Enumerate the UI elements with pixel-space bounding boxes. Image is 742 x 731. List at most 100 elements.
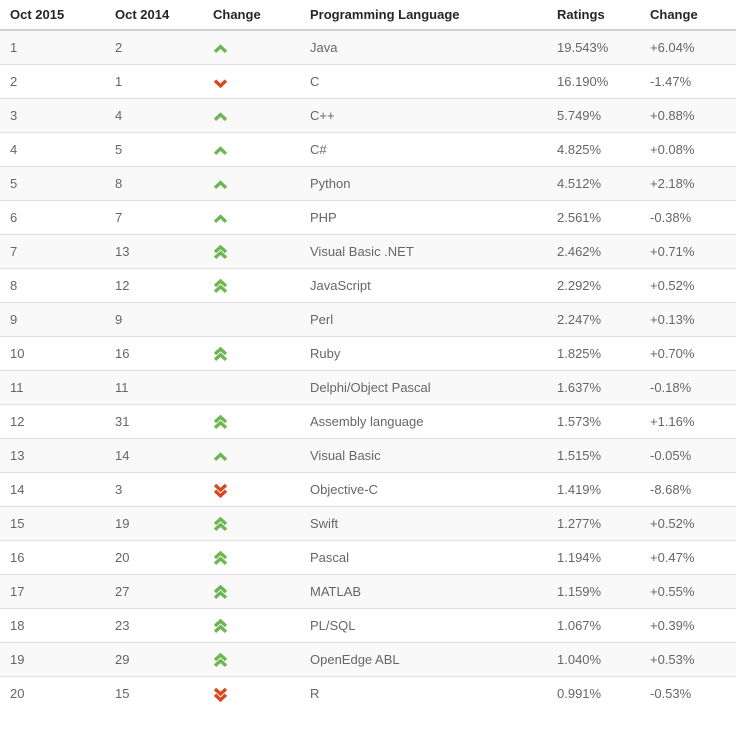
table-row: 2 1 C 16.190% -1.47% bbox=[0, 64, 736, 99]
table-row: 8 12 JavaScript 2.292% +0.52% bbox=[0, 268, 736, 303]
language-name-cell: Visual Basic bbox=[300, 438, 547, 473]
ratings-change-cell: +0.70% bbox=[640, 336, 736, 371]
language-name-cell: C bbox=[300, 64, 547, 99]
table-row: 3 4 C++ 5.749% +0.88% bbox=[0, 98, 736, 133]
rank-current-cell: 15 bbox=[0, 506, 105, 541]
ratings-value-cell: 19.543% bbox=[547, 29, 640, 65]
language-name-cell: Ruby bbox=[300, 336, 547, 371]
language-name-cell: Perl bbox=[300, 302, 547, 337]
column-header-ratings-change: Change bbox=[640, 0, 736, 31]
ratings-change-cell: +1.16% bbox=[640, 404, 736, 439]
table-row: 17 27 MATLAB 1.159% +0.55% bbox=[0, 574, 736, 609]
ratings-value-cell: 1.515% bbox=[547, 438, 640, 473]
rank-previous-cell: 13 bbox=[105, 234, 203, 269]
language-name-cell: R bbox=[300, 676, 547, 710]
table-row: 18 23 PL/SQL 1.067% +0.39% bbox=[0, 608, 736, 643]
ratings-change-cell: -0.53% bbox=[640, 676, 736, 710]
chevron-down-icon bbox=[213, 78, 228, 88]
rank-change-cell bbox=[203, 302, 300, 337]
rank-change-cell bbox=[203, 506, 300, 541]
ratings-value-cell: 2.247% bbox=[547, 302, 640, 337]
chevron-up-icon bbox=[213, 43, 228, 53]
ratings-change-cell: +0.39% bbox=[640, 608, 736, 643]
ratings-change-cell: +0.08% bbox=[640, 132, 736, 167]
ratings-value-cell: 4.825% bbox=[547, 132, 640, 167]
rank-previous-cell: 29 bbox=[105, 642, 203, 677]
ratings-change-cell: +6.04% bbox=[640, 29, 736, 65]
ratings-value-cell: 1.419% bbox=[547, 472, 640, 507]
chevron-up-icon bbox=[213, 111, 228, 121]
ratings-change-cell: -1.47% bbox=[640, 64, 736, 99]
rank-current-cell: 9 bbox=[0, 302, 105, 337]
rank-change-cell bbox=[203, 438, 300, 473]
rank-change-cell bbox=[203, 336, 300, 371]
rank-change-cell bbox=[203, 132, 300, 167]
double-chevron-down-icon bbox=[213, 687, 228, 702]
column-header-programming-language: Programming Language bbox=[300, 0, 547, 31]
ratings-change-cell: -0.18% bbox=[640, 370, 736, 405]
rank-current-cell: 1 bbox=[0, 29, 105, 65]
rank-current-cell: 19 bbox=[0, 642, 105, 677]
rank-previous-cell: 11 bbox=[105, 370, 203, 405]
ratings-change-cell: +0.53% bbox=[640, 642, 736, 677]
ratings-change-cell: +0.52% bbox=[640, 506, 736, 541]
column-header-ratings: Ratings bbox=[547, 0, 640, 31]
rank-current-cell: 8 bbox=[0, 268, 105, 303]
chevron-up-icon bbox=[213, 451, 228, 461]
language-name-cell: Assembly language bbox=[300, 404, 547, 439]
table-row: 9 9 Perl 2.247% +0.13% bbox=[0, 302, 736, 337]
ratings-value-cell: 1.277% bbox=[547, 506, 640, 541]
table-row: 1 2 Java 19.543% +6.04% bbox=[0, 29, 736, 65]
rank-current-cell: 20 bbox=[0, 676, 105, 710]
language-ranking-table: Oct 2015 Oct 2014 Change Programming Lan… bbox=[0, 0, 736, 710]
chevron-up-icon bbox=[213, 179, 228, 189]
ratings-change-cell: +0.71% bbox=[640, 234, 736, 269]
language-name-cell: Delphi/Object Pascal bbox=[300, 370, 547, 405]
language-name-cell: MATLAB bbox=[300, 574, 547, 609]
table-row: 12 31 Assembly language 1.573% +1.16% bbox=[0, 404, 736, 439]
double-chevron-up-icon bbox=[213, 244, 228, 259]
rank-previous-cell: 1 bbox=[105, 64, 203, 99]
rank-previous-cell: 2 bbox=[105, 29, 203, 65]
rank-current-cell: 5 bbox=[0, 166, 105, 201]
table-row: 15 19 Swift 1.277% +0.52% bbox=[0, 506, 736, 541]
double-chevron-up-icon bbox=[213, 516, 228, 531]
rank-previous-cell: 31 bbox=[105, 404, 203, 439]
rank-current-cell: 7 bbox=[0, 234, 105, 269]
language-name-cell: Objective-C bbox=[300, 472, 547, 507]
language-name-cell: PL/SQL bbox=[300, 608, 547, 643]
ratings-value-cell: 16.190% bbox=[547, 64, 640, 99]
ratings-value-cell: 2.292% bbox=[547, 268, 640, 303]
rank-previous-cell: 15 bbox=[105, 676, 203, 710]
rank-change-cell bbox=[203, 166, 300, 201]
rank-previous-cell: 16 bbox=[105, 336, 203, 371]
language-name-cell: JavaScript bbox=[300, 268, 547, 303]
table-row: 10 16 Ruby 1.825% +0.70% bbox=[0, 336, 736, 371]
ratings-change-cell: +0.55% bbox=[640, 574, 736, 609]
table-row: 13 14 Visual Basic 1.515% -0.05% bbox=[0, 438, 736, 473]
rank-previous-cell: 3 bbox=[105, 472, 203, 507]
ratings-change-cell: -8.68% bbox=[640, 472, 736, 507]
ratings-change-cell: -0.38% bbox=[640, 200, 736, 235]
table-row: 20 15 R 0.991% -0.53% bbox=[0, 676, 736, 710]
rank-current-cell: 16 bbox=[0, 540, 105, 575]
rank-previous-cell: 23 bbox=[105, 608, 203, 643]
double-chevron-up-icon bbox=[213, 550, 228, 565]
language-name-cell: C++ bbox=[300, 98, 547, 133]
rank-current-cell: 11 bbox=[0, 370, 105, 405]
rank-change-cell bbox=[203, 574, 300, 609]
ratings-value-cell: 2.561% bbox=[547, 200, 640, 235]
table-header: Oct 2015 Oct 2014 Change Programming Lan… bbox=[0, 0, 736, 31]
rank-current-cell: 2 bbox=[0, 64, 105, 99]
table-row: 11 11 Delphi/Object Pascal 1.637% -0.18% bbox=[0, 370, 736, 405]
double-chevron-up-icon bbox=[213, 584, 228, 599]
rank-current-cell: 12 bbox=[0, 404, 105, 439]
table-row: 5 8 Python 4.512% +2.18% bbox=[0, 166, 736, 201]
rank-current-cell: 3 bbox=[0, 98, 105, 133]
rank-change-cell bbox=[203, 200, 300, 235]
language-name-cell: Swift bbox=[300, 506, 547, 541]
rank-current-cell: 4 bbox=[0, 132, 105, 167]
ratings-value-cell: 5.749% bbox=[547, 98, 640, 133]
rank-change-cell bbox=[203, 268, 300, 303]
rank-current-cell: 6 bbox=[0, 200, 105, 235]
